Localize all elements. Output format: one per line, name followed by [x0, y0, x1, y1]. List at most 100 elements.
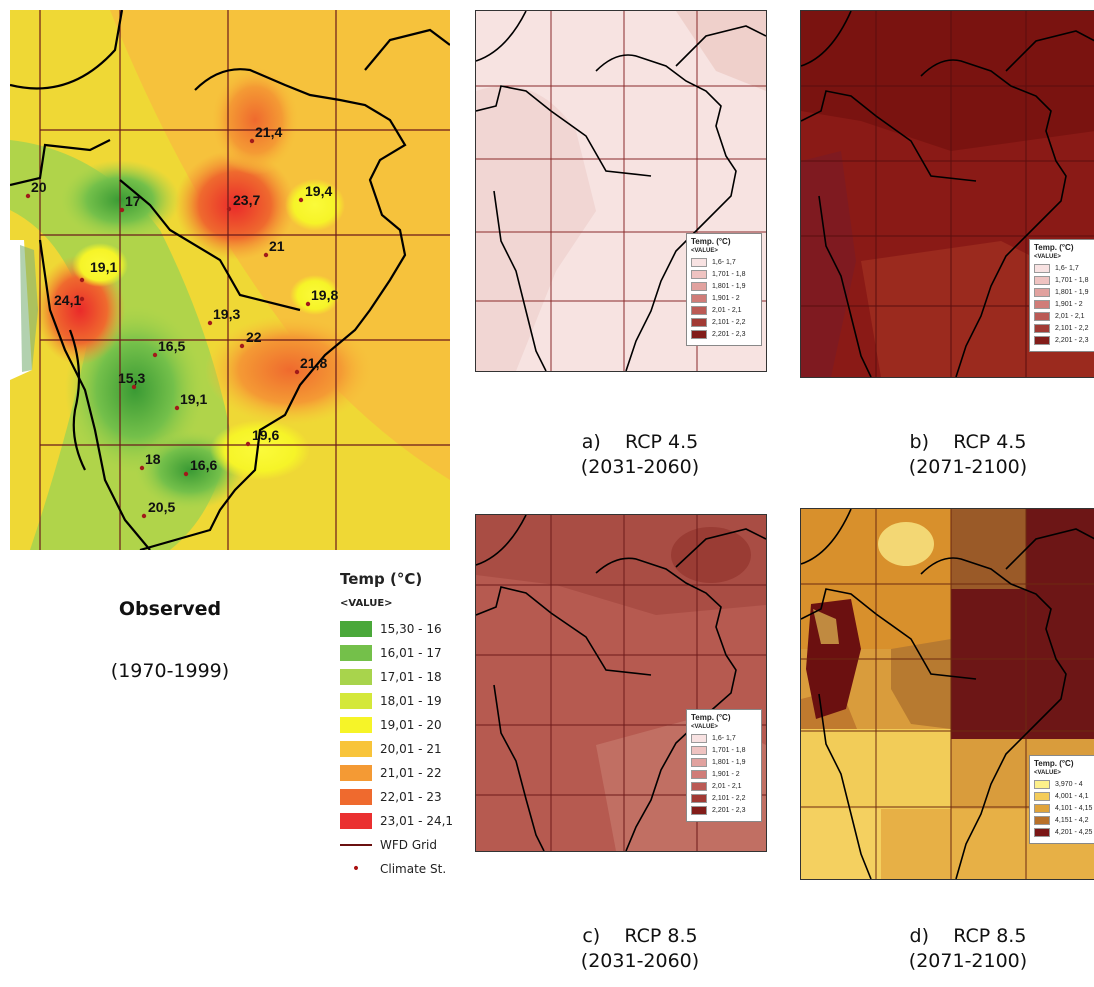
legend-class-row: 22,01 - 23 — [340, 785, 460, 809]
climate-station-label: 21 — [269, 238, 285, 254]
climate-station-label: 21,4 — [255, 124, 282, 140]
climate-station-dot — [119, 207, 125, 213]
legend-class-label: 1,701 - 1,8 — [712, 271, 746, 278]
legend-class-label: 23,01 - 24,1 — [380, 814, 454, 828]
legend-station-label: Climate St. — [380, 862, 447, 876]
climate-station-dot — [131, 384, 137, 390]
legend-class-row: 2,201 - 2,3 — [1034, 336, 1094, 345]
legend-swatch — [340, 717, 372, 733]
legend-swatch — [691, 758, 707, 767]
climate-station-label: 19,6 — [252, 427, 279, 443]
climate-station-label: 16,5 — [158, 338, 185, 354]
climate-station-label: 19,1 — [180, 391, 207, 407]
legend-swatch — [691, 794, 707, 803]
legend-swatch — [340, 645, 372, 661]
caption-panel-b: b) RCP 4.5 (2071-2100) — [868, 430, 1068, 479]
climate-station-dot — [79, 277, 85, 283]
caption-b-letter: b) — [909, 431, 930, 453]
climate-station-dot — [239, 343, 245, 349]
legend-swatch — [691, 806, 707, 815]
legend-swatch — [691, 318, 707, 327]
legend-class-label: 18,01 - 19 — [380, 694, 442, 708]
legend-swatch — [1034, 300, 1050, 309]
climate-station-label: 16,6 — [190, 457, 217, 473]
climate-station-label: 19,4 — [305, 183, 332, 199]
legend-class-label: 4,101 - 4,15 — [1055, 805, 1093, 812]
climate-station-dot — [226, 206, 232, 212]
climate-station-label: 23,7 — [233, 192, 260, 208]
legend-class-row: 1,6- 1,7 — [691, 734, 757, 743]
climate-station-dot — [152, 352, 158, 358]
legend-class-row: 1,901 - 2 — [1034, 300, 1094, 309]
legend-class-label: 1,6- 1,7 — [712, 259, 736, 266]
caption-c-period: (2031-2060) — [580, 949, 700, 972]
climate-station-label: 20 — [31, 179, 47, 195]
climate-station-dot — [141, 513, 147, 519]
climate-station-dot — [263, 252, 269, 258]
legend-class-label: 4,201 - 4,25 — [1055, 829, 1093, 836]
legend-swatch — [691, 746, 707, 755]
legend-swatch — [340, 741, 372, 757]
legend-class-label: 20,01 - 21 — [380, 742, 442, 756]
climate-station-dot — [305, 301, 311, 307]
legend-class-row: 17,01 - 18 — [340, 665, 460, 689]
station-dot-symbol: • — [351, 861, 361, 877]
legend-title: Temp. (°C) — [1034, 759, 1074, 768]
climate-station-label: 17 — [125, 193, 141, 209]
legend-class-label: 2,01 - 2,1 — [1055, 313, 1085, 320]
legend-class-row: 2,101 - 2,2 — [1034, 324, 1094, 333]
legend-class-label: 4,001 - 4,1 — [1055, 793, 1089, 800]
legend-class-row: 3,970 - 4 — [1034, 780, 1094, 789]
legend-class-row: 2,101 - 2,2 — [691, 318, 757, 327]
climate-station-dot — [294, 369, 300, 375]
climate-station-label: 19,3 — [213, 306, 240, 322]
climate-station-dot — [298, 197, 304, 203]
legend-class-row: 1,901 - 2 — [691, 294, 757, 303]
legend-class-label: 1,701 - 1,8 — [712, 747, 746, 754]
climate-station-label: 19,1 — [90, 259, 117, 275]
caption-b-line1: b) RCP 4.5 — [868, 430, 1068, 455]
legend-class-label: 16,01 - 17 — [380, 646, 442, 660]
legend-class-row: 1,701 - 1,8 — [691, 270, 757, 279]
legend-swatch — [691, 782, 707, 791]
climate-station-dot — [174, 405, 180, 411]
legend-swatch — [1034, 792, 1050, 801]
legend-class-row: 1,701 - 1,8 — [1034, 276, 1094, 285]
legend-title: Temp (°C) — [340, 570, 423, 588]
caption-c-line1: c) RCP 8.5 — [540, 924, 740, 949]
legend-class-row: 19,01 - 20 — [340, 713, 460, 737]
caption-d-letter: d) — [909, 925, 930, 947]
climate-station-label: 19,8 — [311, 287, 338, 303]
legend-class-label: 17,01 - 18 — [380, 670, 442, 684]
legend-class-row: 2,101 - 2,2 — [691, 794, 757, 803]
observed-title: Observed — [118, 598, 222, 620]
legend-value-label: <VALUE> — [1034, 254, 1061, 260]
caption-panel-a: a) RCP 4.5 (2031-2060) — [540, 430, 740, 479]
caption-a-period: (2031-2060) — [580, 455, 700, 478]
legend-class-row: 4,151 - 4,2 — [1034, 816, 1094, 825]
climate-station-dot — [25, 193, 31, 199]
legend-class-label: 2,01 - 2,1 — [712, 783, 742, 790]
climate-station-label: 22 — [246, 329, 262, 345]
legend-title: Temp. (°C) — [1034, 243, 1074, 252]
legend-class-row: 16,01 - 17 — [340, 641, 460, 665]
legend-swatch — [1034, 324, 1050, 333]
grid-line-symbol — [340, 844, 372, 846]
legend-value-label: <VALUE> — [340, 598, 393, 609]
legend-class-label: 1,901 - 2 — [1055, 301, 1083, 308]
caption-a-letter: a) — [581, 431, 601, 453]
legend-swatch — [1034, 336, 1050, 345]
legend-class-row: 1,801 - 1,9 — [691, 758, 757, 767]
legend-class-label: 2,101 - 2,2 — [712, 319, 746, 326]
legend-class-row: 1,6- 1,7 — [691, 258, 757, 267]
legend-grid-label: WFD Grid — [380, 838, 438, 852]
observed-map: 21,4 20 17 23,7 19,4 21 19,1 24,1 19,8 19,3 22 16,5… — [10, 10, 450, 550]
legend-class-label: 22,01 - 23 — [380, 790, 442, 804]
legend-value-label: <VALUE> — [691, 724, 718, 730]
legend-class-label: 2,101 - 2,2 — [1055, 325, 1089, 332]
legend-class-row: 4,001 - 4,1 — [1034, 792, 1094, 801]
legend-class-row: 4,101 - 4,15 — [1034, 804, 1094, 813]
map-panel-a: Temp. (°C) <VALUE> 1,6- 1,7 1,701 - 1,8 1,80… — [475, 10, 767, 372]
map-panel-c: Temp. (°C) <VALUE> 1,6- 1,7 1,701 - 1,8 1,80… — [475, 514, 767, 852]
climate-station-dot — [79, 296, 85, 302]
